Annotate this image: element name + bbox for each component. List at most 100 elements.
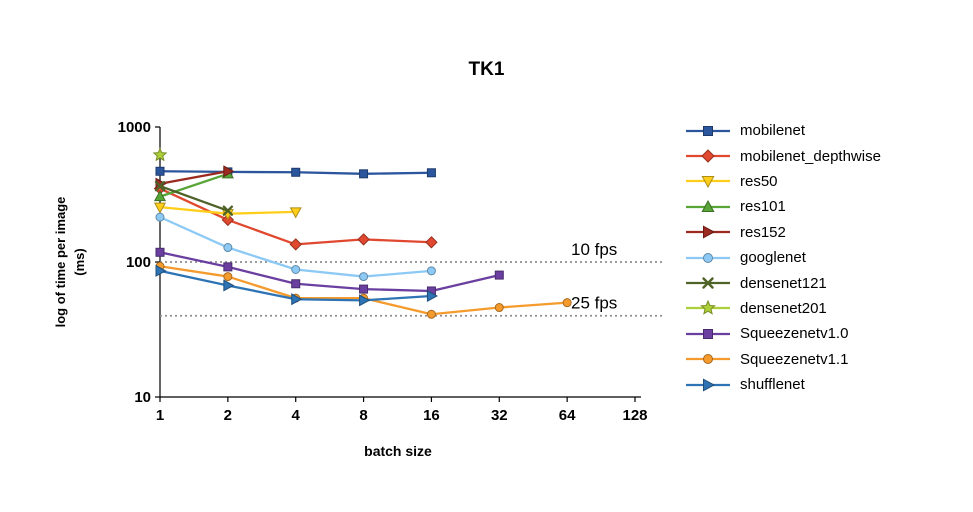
circle-marker-icon — [155, 212, 165, 222]
legend-swatch — [686, 277, 730, 289]
circle-marker-icon — [562, 298, 572, 308]
square-marker-icon — [155, 166, 165, 176]
square-marker-icon — [223, 262, 233, 272]
x-tick-label: 128 — [622, 407, 647, 424]
series-line — [158, 184, 230, 212]
series-densenet201 — [152, 147, 168, 162]
triangle-right-marker-icon — [223, 279, 235, 292]
x-tick-label: 1 — [156, 407, 164, 424]
legend-item-Squeezenetv1.1: Squeezenetv1.1 — [685, 347, 881, 372]
reference-line-label: 25 fps — [571, 294, 617, 313]
legend-swatch — [686, 300, 730, 316]
square-marker-icon — [703, 328, 713, 339]
chart-title: TK1 — [468, 59, 505, 80]
square-marker-icon — [426, 168, 436, 178]
legend: mobilenet mobilenet_depthwise res50 res101 r… — [685, 118, 881, 397]
square-marker-icon — [291, 167, 301, 177]
legend-item-shufflenet: shufflenet — [685, 372, 881, 397]
diamond-marker-icon — [289, 238, 302, 251]
legend-label: Squeezenetv1.0 — [740, 325, 849, 343]
triangle-up-marker-icon — [153, 190, 167, 202]
triangle-right-marker-icon — [359, 294, 371, 307]
circle-marker-icon — [703, 252, 713, 263]
legend-item-mobilenet_depthwise: mobilenet_depthwise — [685, 143, 881, 168]
triangle-down-marker-icon — [153, 202, 167, 214]
legend-label: mobilenet — [740, 122, 806, 140]
legend-swatch — [686, 125, 730, 136]
legend-label: res152 — [740, 223, 786, 241]
legend-label: mobilenet_depthwise — [740, 147, 881, 165]
legend-item-mobilenet: mobilenet — [685, 118, 881, 143]
circle-marker-icon — [426, 309, 436, 319]
legend-swatch — [686, 328, 730, 339]
triangle-right-marker-icon — [703, 225, 716, 239]
diamond-marker-icon — [357, 233, 370, 246]
x-marker-icon — [154, 180, 166, 192]
square-marker-icon — [359, 284, 369, 294]
square-marker-icon — [359, 169, 369, 179]
circle-marker-icon — [703, 354, 713, 365]
series-line — [158, 172, 230, 198]
legend-swatch — [686, 176, 730, 189]
x-tick-label: 8 — [359, 407, 367, 424]
legend-swatch — [686, 149, 730, 163]
legend-item-res50: res50 — [685, 169, 881, 194]
series-googlenet — [155, 212, 436, 282]
legend-swatch — [686, 354, 730, 365]
triangle-down-marker-icon — [289, 207, 302, 219]
legend-swatch — [686, 252, 730, 263]
reference-line-label: 10 fps — [571, 240, 617, 259]
triangle-down-marker-icon — [701, 176, 715, 189]
legend-swatch — [686, 378, 730, 392]
triangle-right-marker-icon — [155, 264, 167, 277]
legend-swatch — [686, 225, 730, 239]
triangle-right-marker-icon — [703, 378, 716, 392]
series-shufflenet — [155, 264, 438, 307]
x-tick-label: 2 — [224, 407, 232, 424]
square-marker-icon — [291, 279, 301, 289]
legend-item-res152: res152 — [685, 220, 881, 245]
legend-label: densenet121 — [740, 274, 827, 292]
square-marker-icon — [155, 247, 165, 257]
x-marker-icon — [222, 205, 234, 216]
triangle-up-marker-icon — [701, 199, 715, 212]
series-densenet121 — [154, 180, 234, 216]
x-tick-label: 16 — [423, 407, 440, 424]
legend-item-densenet121: densenet121 — [685, 270, 881, 295]
circle-marker-icon — [223, 272, 233, 282]
x-tick-label: 64 — [559, 407, 576, 424]
legend-label: densenet201 — [740, 299, 827, 317]
legend-label: res50 — [740, 172, 778, 190]
legend-item-res101: res101 — [685, 194, 881, 219]
circle-marker-icon — [223, 243, 233, 253]
series-line — [158, 251, 501, 293]
legend-label: res101 — [740, 198, 786, 216]
y-tick-label: 10 — [134, 389, 151, 406]
series-line — [158, 170, 230, 185]
star-marker-icon — [152, 147, 168, 162]
triangle-right-marker-icon — [291, 293, 303, 306]
legend-item-googlenet: googlenet — [685, 245, 881, 270]
triangle-right-marker-icon — [223, 165, 235, 178]
legend-item-Squeezenetv1.0: Squeezenetv1.0 — [685, 321, 881, 346]
legend-item-densenet201: densenet201 — [685, 296, 881, 321]
square-marker-icon — [703, 125, 713, 136]
series-Squeezenetv1.0 — [155, 247, 504, 296]
y-tick-label: 100 — [126, 254, 151, 271]
legend-label: shufflenet — [740, 376, 805, 394]
triangle-right-marker-icon — [426, 289, 438, 303]
x-tick-label: 32 — [491, 407, 508, 424]
circle-marker-icon — [426, 266, 436, 276]
legend-label: googlenet — [740, 249, 806, 267]
diamond-marker-icon — [425, 236, 438, 249]
x-tick-label: 4 — [292, 407, 301, 424]
circle-marker-icon — [291, 264, 301, 274]
square-marker-icon — [494, 270, 504, 280]
x-marker-icon — [702, 277, 714, 289]
y-tick-label: 1000 — [118, 119, 151, 136]
star-marker-icon — [700, 300, 716, 316]
legend-swatch — [686, 199, 730, 212]
circle-marker-icon — [494, 303, 504, 313]
